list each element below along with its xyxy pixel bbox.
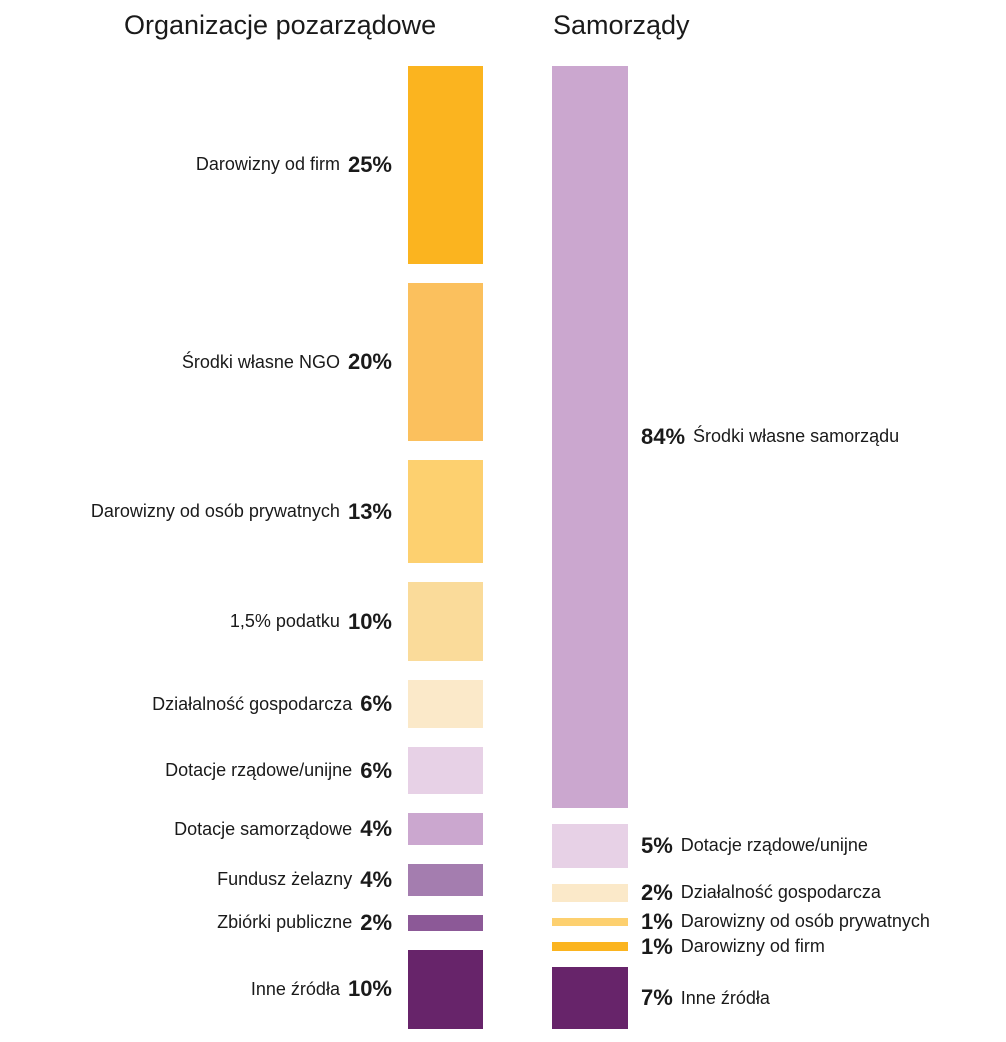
local-gov-label-dzialalnosc-gospodarcza: 2% Działalność gospodarcza [641,878,881,908]
local-gov-label-darowizny-od-firm: 1% Darowizny od firm [641,932,825,962]
segment-name: Fundusz żelazny [217,869,353,890]
segment-name: Dotacje samorządowe [174,818,353,839]
segment-name: Darowizny od firm [680,936,825,957]
segment-name: Działalność gospodarcza [152,693,353,714]
local-gov-bar-srodki-wlasne-samorzadu [552,66,628,808]
segment-name: Darowizny od osób prywatnych [90,501,340,522]
ngo-bar-inne-zrodla [408,949,483,1029]
ngo-label-dzialalnosc-gospodarcza: Działalność gospodarcza 6% [152,689,392,719]
segment-percent: 4% [360,816,392,842]
segment-name: Dotacje rządowe/unijne [165,760,353,781]
segment-name: Darowizny od firm [195,154,340,175]
ngo-label-inne-zrodla: Inne źródła 10% [251,974,392,1004]
segment-percent: 1% [641,908,673,934]
segment-percent: 6% [360,691,392,717]
local-gov-bar-dzialalnosc-gospodarcza [552,883,628,902]
segment-percent: 6% [360,757,392,783]
segment-name: Środki własne NGO [181,351,340,372]
local-gov-label-dotacje-rzadowe-unijne: 5% Dotacje rządowe/unijne [641,831,868,861]
segment-name: Darowizny od osób prywatnych [680,911,930,932]
ngo-bar-srodki-wlasne-ngo [408,282,483,442]
segment-percent: 20% [347,349,392,375]
ngo-bar-darowizny-od-osob-prywatnych [408,460,483,564]
ngo-bar-dotacje-rzadowe-unijne [408,746,483,795]
ngo-bar-dotacje-samorzadowe [408,813,483,846]
segment-name: Inne źródła [680,987,770,1008]
segment-percent: 5% [641,832,673,858]
segment-name: Działalność gospodarcza [680,882,881,903]
ngo-label-dotacje-rzadowe-unijne: Dotacje rządowe/unijne 6% [165,756,392,786]
local-gov-label-srodki-wlasne-samorzadu: 84% Środki własne samorządu [641,422,899,452]
local-gov-bar-darowizny-od-firm [552,942,628,952]
local-gov-bar-dotacje-rzadowe-unijne [552,823,628,868]
local-gov-bar-inne-zrodla [552,967,628,1029]
segment-percent: 10% [347,976,392,1002]
local-gov-bar-darowizny-od-osob-prywatnych [552,917,628,927]
ngo-label-dotacje-samorzadowe: Dotacje samorządowe 4% [174,814,392,844]
segment-name: 1,5% podatku [229,611,340,632]
segment-percent: 10% [347,608,392,634]
ngo-chart-title: Organizacje pozarządowe [124,10,437,40]
ngo-bar-darowizny-od-firm [408,66,483,264]
ngo-label-darowizny-od-firm: Darowizny od firm 25% [196,150,392,180]
local-gov-label-darowizny-od-osob-prywatnych: 1% Darowizny od osób prywatnych [641,907,930,937]
ngo-label-1-5-podatku: 1,5% podatku 10% [230,607,392,637]
ngo-bar-1-5-podatku [408,582,483,662]
segment-percent: 4% [360,866,392,892]
segment-percent: 1% [641,933,673,959]
segment-percent: 2% [360,909,392,935]
ngo-bar-dzialalnosc-gospodarcza [408,680,483,728]
segment-name: Środki własne samorządu [693,426,900,447]
segment-percent: 84% [641,423,686,449]
ngo-bar-fundusz-zelazny [408,864,483,896]
segment-name: Inne źródła [250,978,340,999]
local-gov-chart-title: Samorządy [553,10,690,40]
ngo-label-darowizny-od-osob-prywatnych: Darowizny od osób prywatnych 13% [91,497,392,527]
ngo-bar-zbiorki-publiczne [408,914,483,931]
segment-percent: 2% [641,879,673,905]
segment-percent: 7% [641,985,673,1011]
ngo-label-fundusz-zelazny: Fundusz żelazny 4% [217,865,392,895]
local-gov-label-inne-zrodla: 7% Inne źródła [641,983,770,1013]
segment-percent: 25% [347,151,392,177]
ngo-label-srodki-wlasne-ngo: Środki własne NGO 20% [182,347,392,377]
segment-percent: 13% [347,498,392,524]
segment-name: Zbiórki publiczne [217,912,353,933]
ngo-label-zbiorki-publiczne: Zbiórki publiczne 2% [217,908,392,938]
segment-name: Dotacje rządowe/unijne [680,835,868,856]
